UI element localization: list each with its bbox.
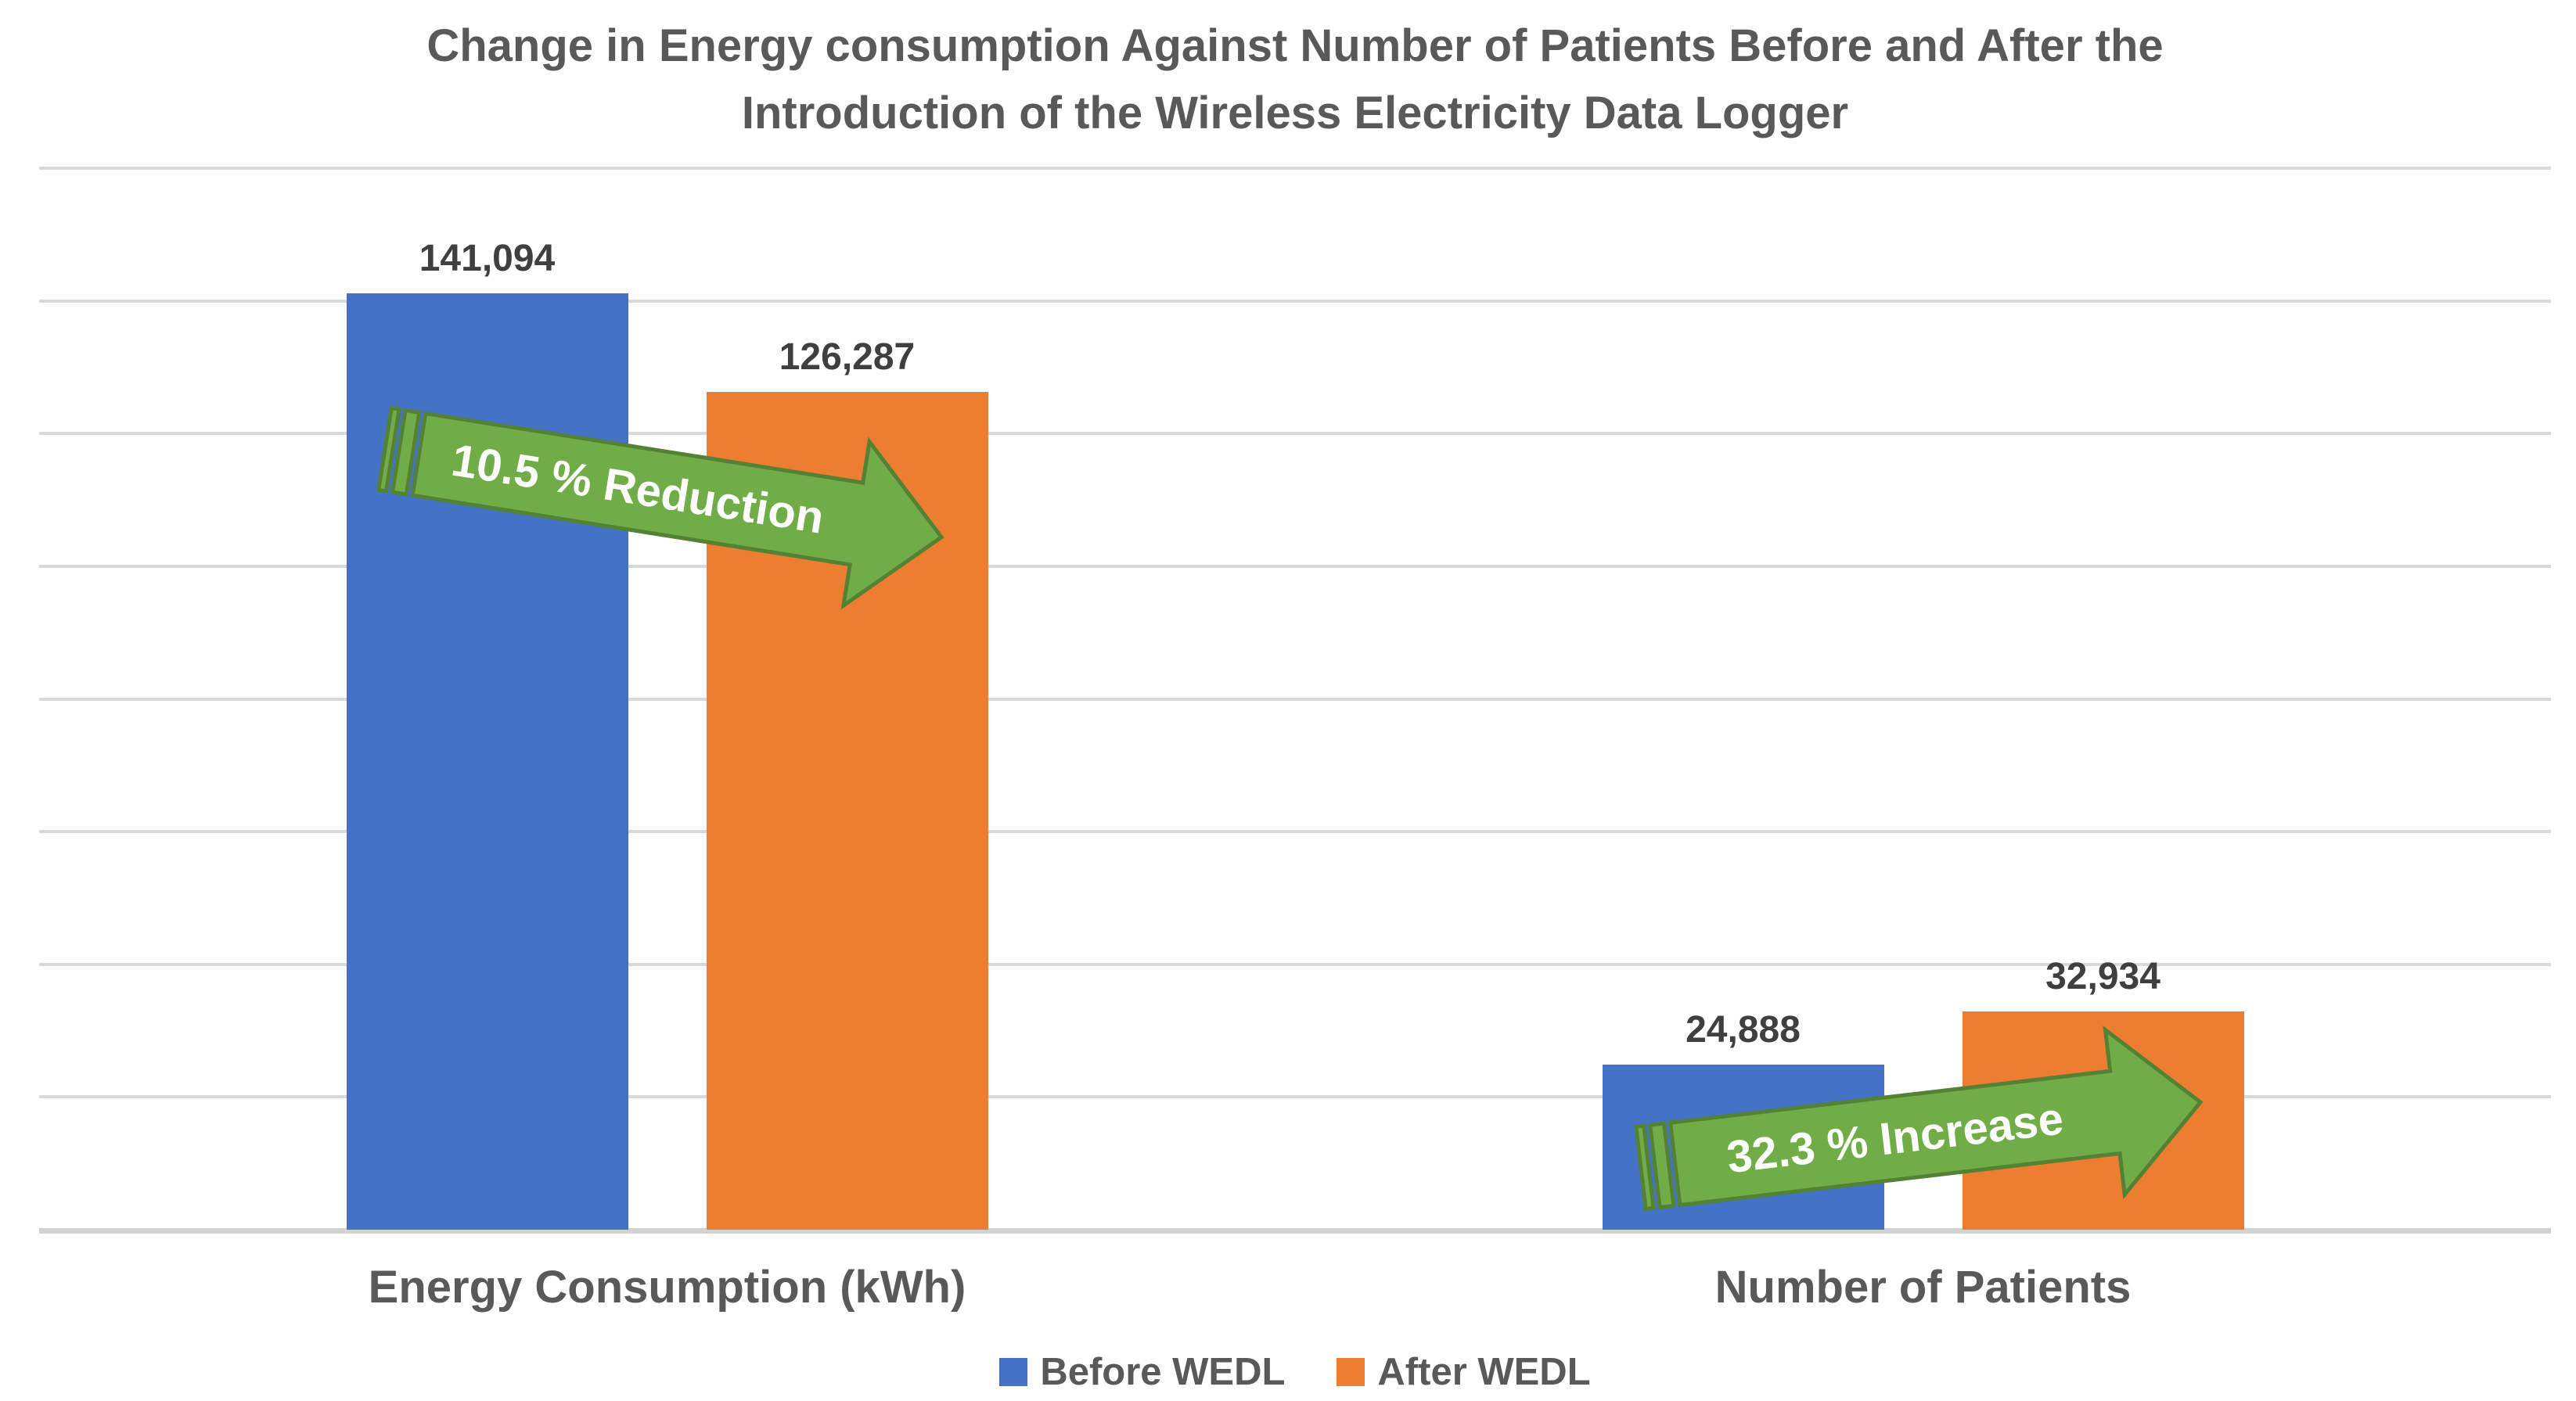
legend-swatch-after-wedl xyxy=(1337,1358,1365,1386)
gridline xyxy=(39,167,2551,170)
arrow-tail-stripe-icon xyxy=(1647,1121,1676,1210)
gridline xyxy=(39,1095,2551,1099)
chart-title: Change in Energy consumption Against Num… xyxy=(39,13,2551,147)
chart-title-line-1: Change in Energy consumption Against Num… xyxy=(426,20,2164,71)
category-label-energy-consumption: Energy Consumption (kWh) xyxy=(368,1262,966,1313)
bar-value-label: 141,094 xyxy=(419,238,556,280)
gridline xyxy=(39,299,2551,303)
bar-value-label: 24,888 xyxy=(1686,1008,1801,1051)
right-arrow-icon xyxy=(410,411,944,610)
x-axis-line xyxy=(39,1228,2551,1234)
gridline xyxy=(39,962,2551,966)
bar-value-label: 126,287 xyxy=(779,336,916,378)
bar-value-label: 32,934 xyxy=(2045,955,2160,997)
gridline xyxy=(39,564,2551,568)
legend: Before WEDL After WEDL xyxy=(39,1350,2551,1394)
legend-label-before-wedl: Before WEDL xyxy=(1040,1351,1286,1393)
right-arrow-icon xyxy=(1668,1026,2204,1208)
reduction-arrow: 10.5 % Reduction xyxy=(376,405,944,610)
gridline xyxy=(39,830,2551,834)
legend-swatch-before-wedl xyxy=(999,1358,1028,1386)
arrow-tail-stripe-icon xyxy=(376,405,402,494)
increase-arrow: 32.3 % Increase xyxy=(1634,1026,2204,1212)
category-label-number-of-patients: Number of Patients xyxy=(1714,1262,2132,1313)
legend-label-after-wedl: After WEDL xyxy=(1377,1351,1591,1393)
gridline xyxy=(39,432,2551,436)
gridline xyxy=(39,697,2551,701)
chart-title-line-2: Introduction of the Wireless Electricity… xyxy=(741,88,1849,138)
arrow-tail-stripe-icon xyxy=(390,408,422,497)
arrow-tail-stripe-icon xyxy=(1634,1123,1656,1212)
